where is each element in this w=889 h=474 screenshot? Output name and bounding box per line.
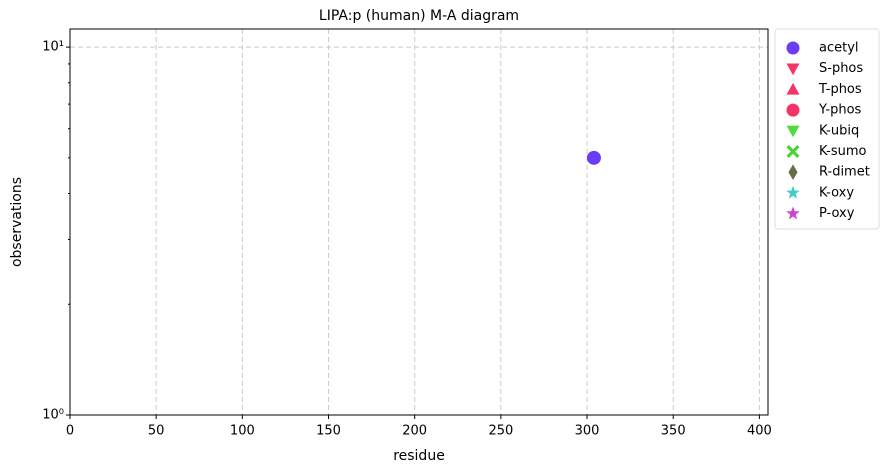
x-tick-label: 300	[575, 424, 600, 439]
legend-label: K-sumo	[819, 144, 867, 159]
x-tick-label: 400	[747, 424, 772, 439]
legend-marker	[786, 63, 800, 76]
legend-label: K-ubiq	[819, 123, 859, 138]
legend-marker	[786, 206, 800, 220]
y-tick-label: 10¹	[42, 40, 64, 55]
legend-label: K-oxy	[819, 185, 854, 200]
chart-title: LIPA:p (human) M-A diagram	[319, 8, 519, 24]
legend-label: P-oxy	[819, 206, 855, 221]
legend-box	[774, 28, 880, 230]
y-tick-label: 10⁰	[42, 408, 64, 423]
x-axis-label: residue	[393, 448, 445, 464]
x-tick-label: 200	[402, 424, 427, 439]
plot-frame	[69, 28, 769, 416]
legend-marker	[786, 125, 800, 138]
x-tick-label: 250	[488, 424, 513, 439]
x-tick-label: 50	[148, 424, 165, 439]
legend-marker	[786, 103, 800, 117]
legend-marker	[788, 164, 798, 180]
legend-label: T-phos	[818, 82, 862, 97]
y-axis-label: observations	[9, 177, 25, 267]
x-tick-label: 150	[316, 424, 341, 439]
legend-label: acetyl	[819, 41, 859, 56]
x-tick-label: 100	[230, 424, 255, 439]
x-tick-label: 350	[661, 424, 686, 439]
point	[586, 150, 601, 165]
legend-label: Y-phos	[818, 103, 862, 118]
legend-label: R-dimet	[819, 165, 870, 180]
legend-marker	[786, 82, 800, 95]
x-tick-label: 0	[66, 424, 74, 439]
legend-marker	[786, 185, 800, 199]
legend-marker	[786, 41, 800, 55]
legend-marker	[786, 145, 800, 158]
legend-label: S-phos	[819, 61, 863, 76]
